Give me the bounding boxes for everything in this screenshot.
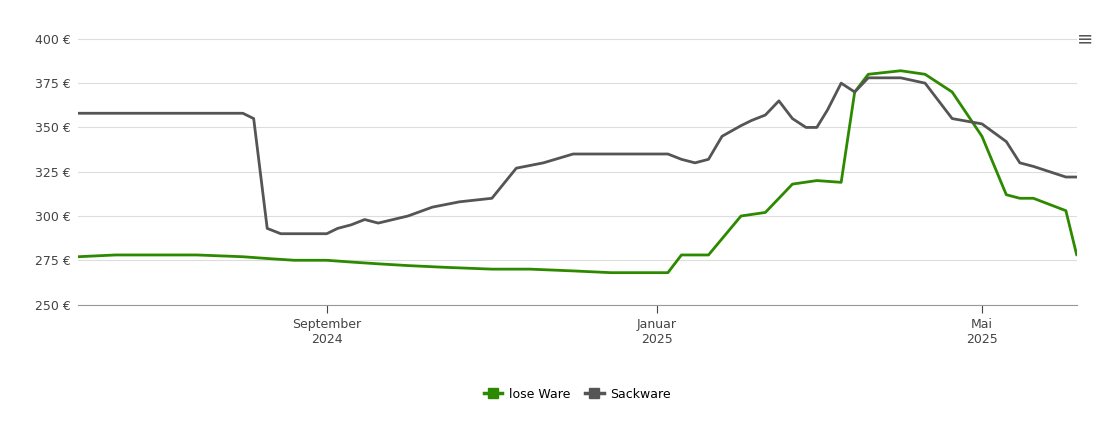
Legend: lose Ware, Sackware: lose Ware, Sackware: [478, 383, 676, 406]
Text: ≡: ≡: [1077, 30, 1093, 49]
